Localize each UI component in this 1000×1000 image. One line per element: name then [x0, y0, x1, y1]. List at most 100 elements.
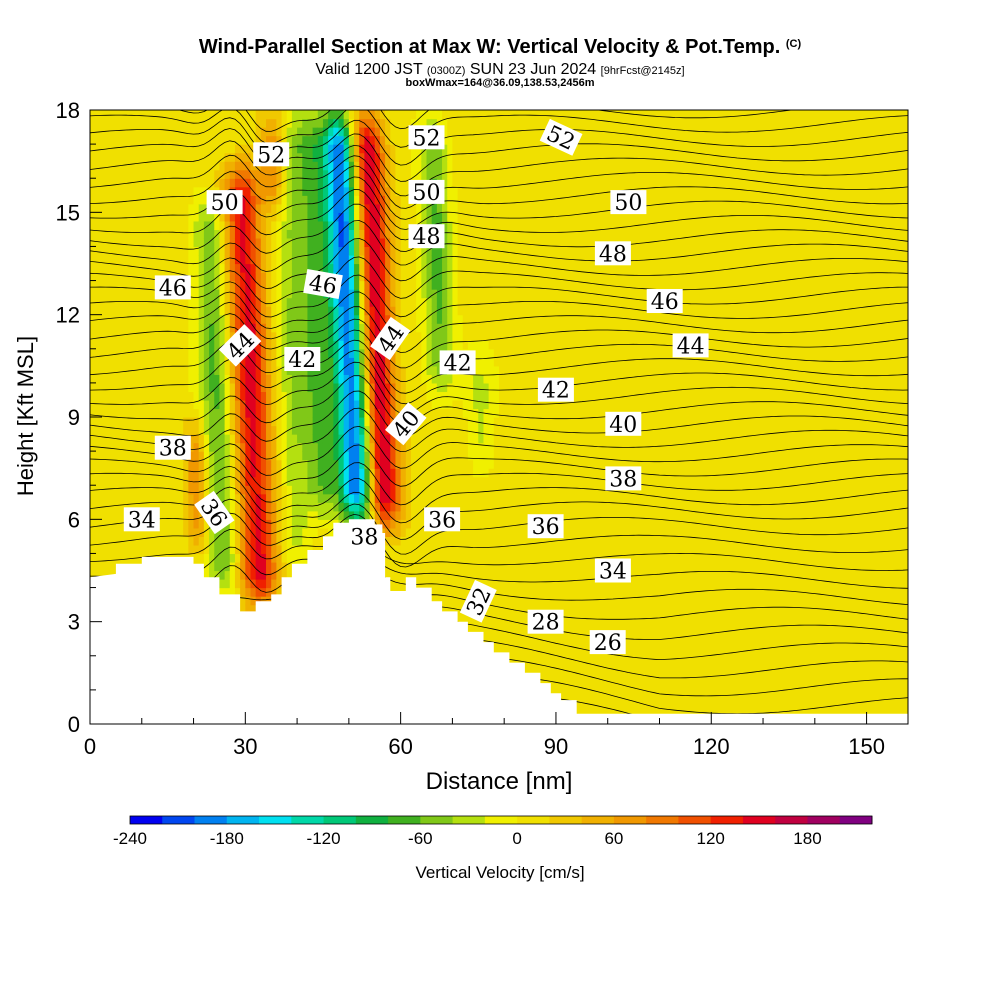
velocity-cell: [410, 254, 417, 265]
velocity-cell: [286, 561, 293, 572]
velocity-cell: [322, 169, 329, 179]
velocity-cell: [348, 357, 355, 367]
velocity-cell: [183, 340, 189, 350]
velocity-cell: [302, 544, 309, 555]
velocity-cell: [162, 459, 169, 469]
velocity-cell: [131, 493, 138, 503]
velocity-cell: [178, 493, 184, 503]
velocity-cell: [224, 161, 231, 171]
velocity-cell: [421, 468, 428, 478]
velocity-cell: [442, 306, 448, 316]
velocity-cell: [436, 382, 443, 393]
velocity-cell: [328, 144, 334, 154]
velocity-cell: [131, 323, 138, 333]
velocity-cell: [405, 161, 412, 171]
velocity-cell: [286, 374, 293, 384]
velocity-cell: [447, 570, 454, 580]
velocity-cell: [209, 263, 215, 273]
velocity-cell: [260, 340, 267, 350]
velocity-cell: [183, 519, 189, 529]
velocity-cell: [162, 417, 169, 427]
velocity-cell: [291, 340, 298, 350]
velocity-cell: [436, 485, 443, 495]
velocity-cell: [369, 229, 376, 239]
velocity-cell: [162, 306, 169, 316]
velocity-cell: [286, 527, 293, 537]
velocity-cell: [426, 203, 433, 213]
velocity-cell: [198, 544, 205, 555]
velocity-cell: [100, 434, 107, 444]
velocity-cell: [193, 451, 200, 461]
velocity-cell: [100, 280, 107, 290]
velocity-cell: [338, 144, 345, 154]
velocity-cell: [276, 459, 283, 469]
velocity-cell: [219, 451, 226, 461]
velocity-cell: [379, 425, 386, 435]
velocity-cell: [214, 451, 221, 461]
velocity-cell: [354, 476, 360, 486]
velocity-cell: [364, 510, 371, 520]
velocity-cell: [364, 169, 371, 179]
velocity-cell: [121, 417, 127, 427]
velocity-cell: [333, 110, 340, 120]
velocity-cell: [193, 391, 200, 401]
velocity-cell: [416, 212, 422, 222]
velocity-cell: [276, 417, 283, 427]
velocity-cell: [431, 212, 438, 222]
velocity-cell: [209, 212, 215, 222]
velocity-cell: [121, 127, 127, 137]
velocity-cell: [209, 544, 215, 555]
velocity-cell: [322, 493, 329, 503]
velocity-cell: [146, 365, 153, 375]
velocity-cell: [276, 451, 283, 461]
velocity-cell: [328, 382, 334, 393]
velocity-cell: [302, 417, 309, 427]
velocity-cell: [198, 357, 205, 367]
velocity-cell: [307, 169, 314, 179]
velocity-cell: [245, 493, 252, 503]
velocity-cell: [178, 110, 184, 120]
velocity-cell: [317, 434, 324, 444]
velocity-cell: [105, 391, 112, 401]
velocity-cell: [126, 544, 133, 555]
velocity-cell: [447, 561, 454, 572]
velocity-cell: [317, 468, 324, 478]
velocity-cell: [193, 297, 200, 307]
velocity-cell: [214, 118, 221, 128]
velocity-cell: [105, 527, 112, 537]
velocity-cell: [385, 297, 391, 307]
velocity-cell: [141, 451, 148, 461]
velocity-cell: [214, 374, 221, 384]
velocity-cell: [260, 434, 267, 444]
velocity-cell: [286, 510, 293, 520]
velocity-cell: [436, 596, 443, 606]
velocity-cell: [136, 272, 143, 282]
velocity-cell: [115, 553, 122, 563]
velocity-cell: [442, 254, 448, 265]
velocity-cell: [188, 195, 195, 205]
velocity-cell: [416, 306, 422, 316]
velocity-cell: [338, 391, 345, 401]
velocity-cell: [385, 399, 391, 410]
velocity-cell: [271, 425, 277, 435]
velocity-cell: [333, 203, 340, 213]
velocity-cell: [157, 314, 164, 324]
velocity-cell: [110, 391, 117, 401]
valid-utc: (0300Z): [426, 65, 466, 77]
velocity-cell: [209, 348, 215, 358]
velocity-cell: [183, 510, 189, 520]
velocity-cell: [364, 323, 371, 333]
velocity-cell: [276, 579, 283, 589]
velocity-cell: [312, 408, 319, 418]
velocity-cell: [188, 306, 195, 316]
velocity-cell: [172, 263, 179, 273]
velocity-cell: [416, 382, 422, 393]
velocity-cell: [183, 246, 189, 256]
velocity-cell: [369, 212, 376, 222]
velocity-cell: [395, 229, 402, 239]
velocity-cell: [442, 280, 448, 290]
velocity-cell: [286, 340, 293, 350]
velocity-cell: [447, 596, 454, 606]
velocity-cell: [219, 348, 226, 358]
velocity-cell: [95, 161, 101, 171]
